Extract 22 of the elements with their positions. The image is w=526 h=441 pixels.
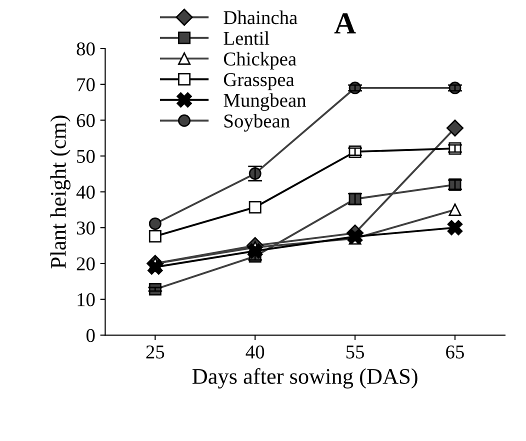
x-tick-label: 40	[246, 345, 264, 359]
y-tick-label: 40	[76, 186, 95, 199]
y-tick-label: 10	[78, 293, 95, 306]
y-tick-label: 50	[77, 150, 95, 163]
legend-label: Soybean	[224, 114, 290, 132]
y-tick-label: 80	[76, 42, 95, 56]
y-tick-label: 0	[86, 328, 95, 342]
x-tick-label: 65	[446, 346, 464, 359]
y-tick-label: 60	[76, 114, 95, 128]
legend-label: Lentil	[224, 31, 270, 45]
legend-label: Grasspea	[224, 73, 294, 90]
y-axis-title: Plant height (cm)	[50, 116, 70, 268]
y-tick-label: 30	[76, 221, 95, 235]
y-tick-label: 20	[76, 257, 95, 270]
y-tick-label: 70	[77, 78, 95, 92]
legend-label: Chickpea	[224, 52, 296, 70]
x-axis-title: Days after sowing (DAS)	[192, 368, 418, 389]
x-tick-label: 55	[346, 346, 364, 359]
chart-title: A	[334, 13, 356, 34]
legend-label: Dhaincha	[224, 10, 298, 24]
legend-label: Mungbean	[224, 93, 306, 111]
x-tick-label: 25	[146, 346, 164, 359]
